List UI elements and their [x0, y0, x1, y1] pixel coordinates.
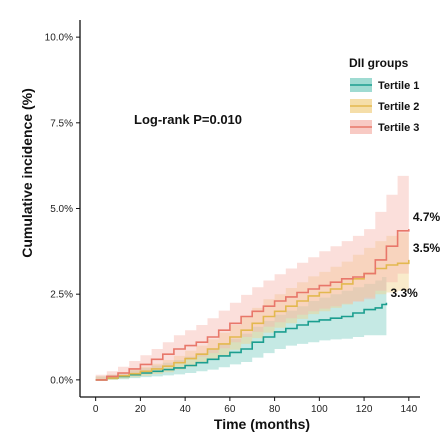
tertile-1-line	[95, 302, 388, 381]
y-tick-label: 2.5%	[50, 290, 73, 301]
y-tick-label: 0.0%	[50, 375, 73, 386]
x-tick-label: 20	[135, 404, 147, 415]
tertile-2-end-label: 3.5%	[413, 241, 440, 255]
tertile-1-ci-band	[95, 273, 387, 380]
x-tick-label: 40	[180, 404, 192, 415]
y-axis-title: Cumulative incidence (%)	[19, 88, 35, 258]
x-tick-label: 60	[224, 404, 236, 415]
y-tick-label: 5.0%	[50, 204, 73, 215]
y-tick-label: 7.5%	[50, 118, 73, 129]
tertile-1-legend-label: Tertile 1	[378, 80, 419, 92]
tertile-3-ci-band	[95, 167, 409, 380]
tertile-1-end-label: 3.3%	[390, 286, 418, 300]
tertile-2-line	[95, 259, 410, 381]
x-tick-label: 140	[400, 404, 417, 415]
legend-title: DII groups	[349, 56, 409, 70]
tertile-3-line	[95, 229, 410, 381]
x-tick-label: 100	[311, 404, 328, 415]
series-lines	[95, 229, 410, 381]
tertile-3-legend-label: Tertile 3	[378, 122, 419, 134]
tertile-2-legend-label: Tertile 2	[378, 101, 419, 113]
legend: DII groups Tertile 1 Tertile 2 Tertile 3	[349, 56, 419, 134]
x-axis-title: Time (months)	[214, 416, 310, 432]
end-labels: 3.3% 3.5% 4.7%	[390, 210, 440, 300]
y-ticks: 0.0% 2.5% 5.0% 7.5% 10.0%	[45, 33, 80, 386]
x-tick-label: 80	[269, 404, 281, 415]
y-tick-label: 10.0%	[45, 33, 73, 44]
confidence-bands	[95, 167, 409, 380]
tertile-2-ci-band	[95, 229, 409, 380]
x-tick-label: 120	[356, 404, 373, 415]
x-tick-label: 0	[93, 404, 99, 415]
tertile-3-end-label: 4.7%	[413, 210, 440, 224]
log-rank-annotation: Log-rank P=0.010	[134, 112, 242, 127]
x-ticks: 0 20 40 60 80 100 120 140	[93, 397, 418, 415]
